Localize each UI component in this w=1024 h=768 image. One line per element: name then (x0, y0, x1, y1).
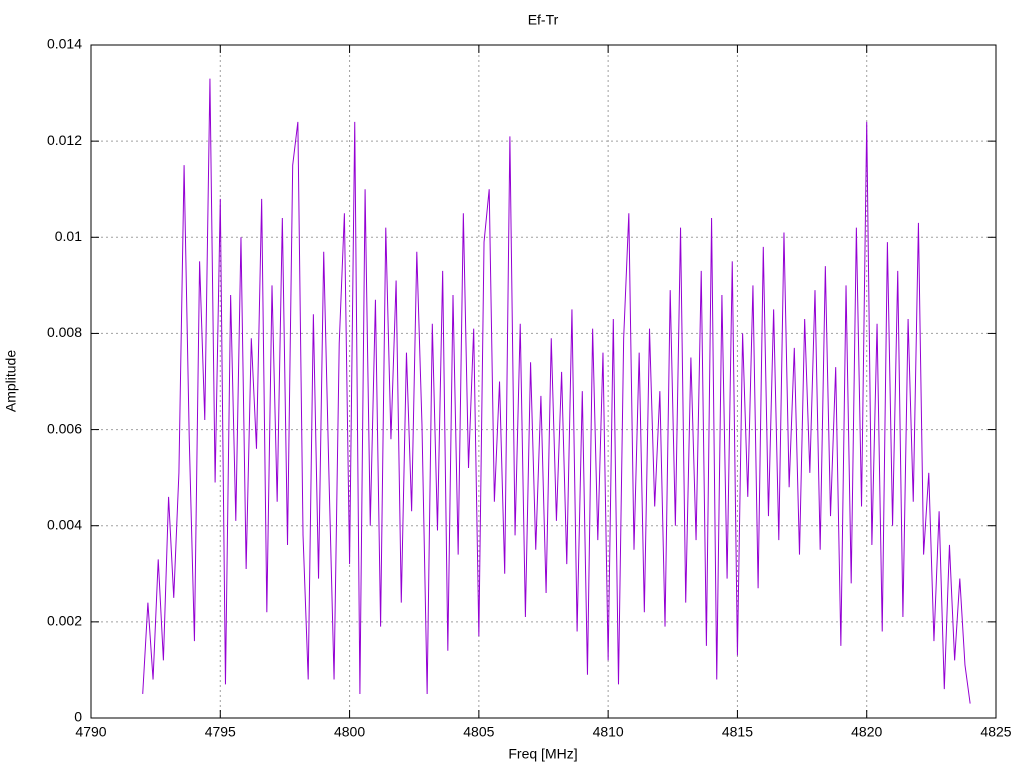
x-tick-label: 4810 (593, 724, 624, 740)
x-tick-label: 4795 (205, 724, 236, 740)
y-tick-label: 0.002 (47, 613, 82, 629)
chart-title: Ef-Tr (528, 12, 559, 28)
plot-frame (90, 44, 997, 719)
y-tick-label: 0.012 (47, 132, 82, 148)
y-tick-label: 0.01 (55, 228, 82, 244)
data-line (142, 78, 971, 704)
x-tick-label: 4800 (334, 724, 365, 740)
y-tick-label: 0.008 (47, 324, 82, 340)
y-axis-label: Amplitude (3, 350, 19, 412)
x-tick-label: 4825 (980, 724, 1011, 740)
x-axis-label: Freq [MHz] (508, 746, 577, 762)
y-tick-label: 0.004 (47, 516, 82, 532)
x-tick-label: 4790 (75, 724, 106, 740)
y-tick-label: 0.014 (47, 36, 82, 52)
x-tick-label: 4820 (851, 724, 882, 740)
x-tick-label: 4815 (722, 724, 753, 740)
y-tick-label: 0.006 (47, 420, 82, 436)
y-tick-label: 0 (74, 709, 82, 725)
x-tick-label: 4805 (463, 724, 494, 740)
